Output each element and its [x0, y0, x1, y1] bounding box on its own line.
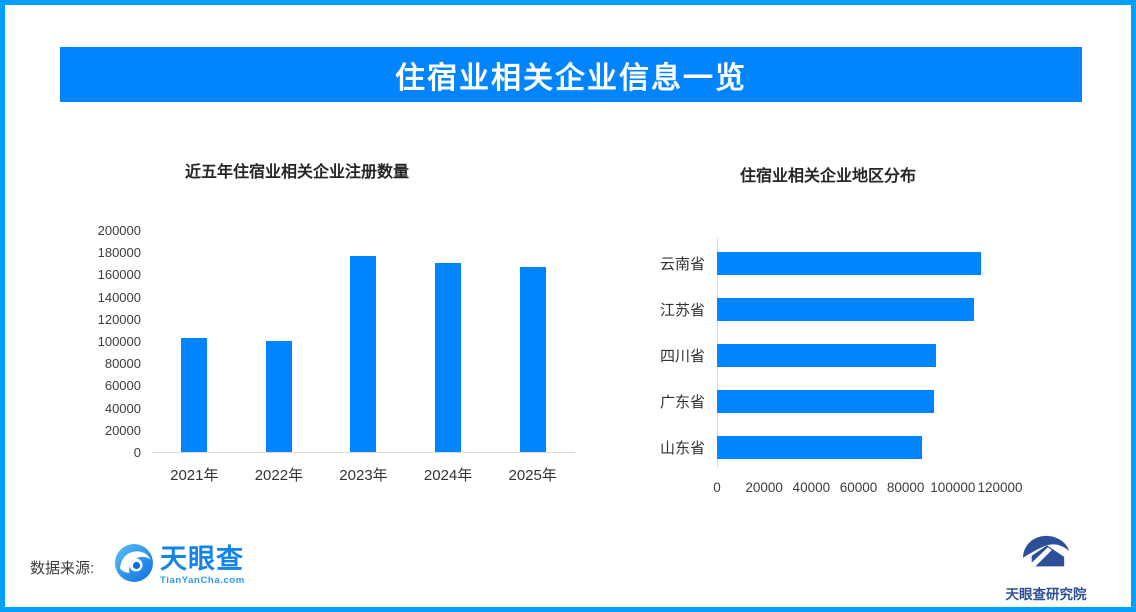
- hbar-广东省: [717, 389, 934, 413]
- hbar-山东省: [717, 435, 923, 459]
- region-label: 云南省: [659, 255, 705, 273]
- hbar-row: 云南省: [640, 240, 1100, 286]
- region-label: 四川省: [659, 347, 705, 365]
- region-label: 江苏省: [659, 301, 705, 319]
- bar-2023年: [350, 256, 377, 452]
- bar-2024年: [435, 262, 462, 452]
- research-institute-logo: 天眼查研究院: [998, 531, 1094, 603]
- page-title: 住宿业相关企业信息一览: [395, 61, 747, 95]
- y-tick-label: 160000: [97, 267, 141, 283]
- tianyancha-domain: TianYanCha.com: [160, 574, 245, 586]
- hbar-row: 山东省: [640, 424, 1100, 470]
- x-axis-tick-labels: 0 20000 40000 60000 80000 100000 120000: [640, 480, 1100, 498]
- x-axis-category-labels: 2021年 2022年 2023年 2024年 2025年: [152, 464, 575, 485]
- y-tick-label: 0: [133, 445, 141, 460]
- y-tick-label: 180000: [97, 245, 141, 261]
- research-institute-icon: [1014, 531, 1078, 580]
- regions-hbar-chart: 住宿业相关企业地区分布 云南省江苏省四川省广东省山东省 0 20000 40000 6…: [640, 150, 1100, 510]
- hbar-江苏省: [717, 297, 975, 321]
- hbar-row: 江苏省: [640, 286, 1100, 332]
- bar-2025年: [519, 266, 546, 452]
- y-tick-label: 60000: [104, 378, 141, 394]
- hbar-云南省: [717, 251, 982, 275]
- y-tick-label: 200000: [97, 223, 141, 238]
- bars-group: [152, 231, 575, 452]
- x-tick-label: 80000: [886, 480, 925, 495]
- x-category-label: 2022年: [254, 467, 304, 484]
- x-tick-label: 100000: [930, 480, 976, 495]
- tianyancha-eye-icon: [114, 543, 154, 588]
- hbar-四川省: [717, 343, 937, 367]
- x-category-label: 2023年: [339, 467, 388, 484]
- bar-2022年: [265, 340, 292, 452]
- x-tick-label: 120000: [977, 480, 1023, 495]
- y-tick-label: 40000: [104, 400, 141, 416]
- y-axis-tick-labels: 0 20000 40000 60000 80000 100000 120000 140000 1…: [85, 223, 141, 460]
- right-chart-title: 住宿业相关企业地区分布: [740, 168, 917, 185]
- bar-2021年: [181, 337, 208, 452]
- hbar-row: 广东省: [640, 378, 1100, 424]
- x-tick-label: 60000: [839, 480, 878, 495]
- y-tick-label: 80000: [104, 356, 141, 372]
- hbar-row: 四川省: [640, 332, 1100, 378]
- left-chart-title: 近五年住宿业相关企业注册数量: [185, 164, 410, 181]
- x-category-label: 2021年: [170, 467, 219, 484]
- left-plot-area: [152, 231, 575, 453]
- region-label: 广东省: [659, 393, 705, 411]
- y-tick-label: 100000: [97, 334, 141, 349]
- registrations-bar-chart: 近五年住宿业相关企业注册数量 0 20000 40000 60000 80000 1000…: [85, 150, 585, 500]
- x-category-label: 2024年: [423, 467, 473, 484]
- tianyancha-wordmark: 天眼查 TianYanCha.com: [160, 543, 245, 586]
- x-tick-label: 40000: [792, 480, 831, 495]
- y-tick-label: 140000: [97, 289, 141, 305]
- region-label: 山东省: [659, 439, 705, 457]
- tianyancha-name: 天眼查: [160, 543, 244, 574]
- y-tick-label: 20000: [104, 422, 141, 438]
- x-category-label: 2025年: [508, 467, 557, 484]
- tianyancha-logo: 天眼查 TianYanCha.com: [114, 543, 245, 588]
- y-tick-label: 120000: [97, 311, 141, 327]
- x-tick-label: 20000: [745, 480, 783, 495]
- research-institute-name: 天眼查研究院: [1005, 587, 1087, 602]
- x-tick-label: 0: [713, 480, 721, 495]
- hbar-rows: 云南省江苏省四川省广东省山东省: [640, 240, 1100, 470]
- data-source-label: 数据来源:: [30, 560, 95, 577]
- header-banner: 住宿业相关企业信息一览: [60, 47, 1082, 102]
